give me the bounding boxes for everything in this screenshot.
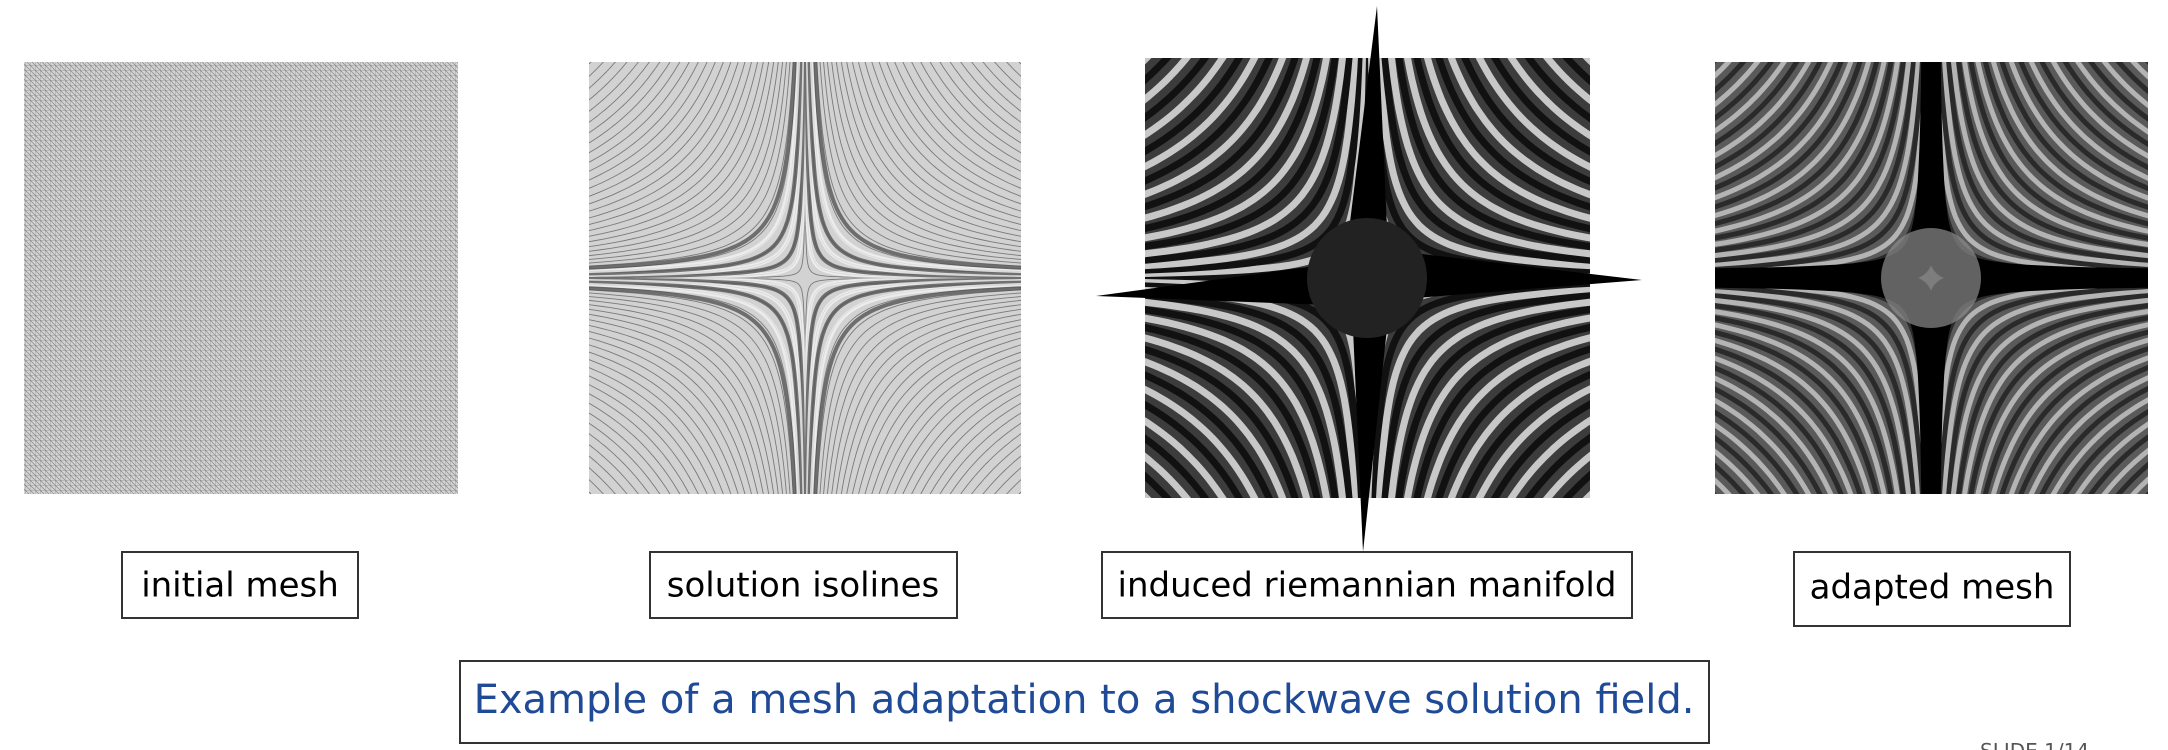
decoration [1715, 62, 2148, 494]
decoration [589, 62, 1021, 494]
decoration [1715, 62, 2148, 494]
caption: Example of a mesh adaptation to a shockw… [474, 677, 1695, 723]
decoration [589, 62, 1021, 494]
decoration [1715, 62, 2148, 494]
decoration [1145, 58, 1590, 498]
decoration [589, 62, 1021, 494]
decoration [1715, 62, 2148, 494]
decoration [1145, 58, 1590, 498]
decoration [589, 62, 1021, 494]
decoration [1715, 62, 2148, 494]
decoration [589, 62, 1021, 494]
decoration [1145, 58, 1590, 498]
decoration [589, 62, 1021, 494]
decoration [1145, 58, 1590, 498]
panel-label: adapted mesh [1810, 568, 2055, 608]
decoration [589, 62, 1021, 494]
decoration [589, 62, 1021, 494]
decoration [589, 62, 1021, 494]
decoration [589, 62, 1021, 494]
decoration [1715, 62, 2148, 494]
decoration [1145, 58, 1590, 498]
decoration [589, 62, 1021, 494]
caption-box [459, 660, 1710, 744]
decoration [589, 62, 1021, 494]
decoration [1145, 58, 1590, 498]
panel-label: induced riemannian manifold [1118, 566, 1617, 606]
decoration [589, 62, 1021, 494]
decoration [589, 62, 1021, 494]
decoration [589, 62, 1021, 494]
decoration [1715, 62, 2148, 494]
decoration [589, 62, 1021, 494]
decoration [1715, 62, 2148, 494]
decoration [589, 62, 1021, 494]
decoration [589, 62, 1021, 494]
decoration [589, 62, 1021, 494]
decoration [1715, 62, 2148, 494]
decoration [1715, 62, 2148, 494]
label-box [1793, 551, 2071, 627]
decoration [589, 62, 1021, 494]
decoration [589, 62, 1021, 494]
decoration [1145, 58, 1590, 498]
decoration [1715, 62, 2148, 494]
slide-number: SLIDE 1/14 [1980, 739, 2089, 750]
decoration [1715, 62, 2148, 494]
decoration [589, 62, 1021, 494]
decoration [1145, 58, 1590, 498]
decoration [1715, 62, 2148, 494]
label-box [121, 551, 359, 619]
decoration [589, 62, 1021, 494]
manifold-image [1096, 6, 1642, 552]
decoration [1145, 58, 1590, 498]
decoration [1715, 62, 2148, 494]
decoration [1715, 62, 2148, 494]
decoration [589, 62, 1021, 494]
decoration [1881, 228, 1981, 328]
decoration [1145, 58, 1590, 498]
panel-label: solution isolines [667, 566, 939, 606]
decoration [589, 62, 1021, 494]
decoration [589, 62, 1021, 494]
decoration [1145, 58, 1590, 498]
decoration [1715, 62, 2148, 494]
decoration [1145, 58, 1590, 498]
panel-label: initial mesh [141, 566, 339, 606]
decoration [1145, 58, 1590, 498]
decoration [1715, 62, 2148, 494]
decoration [589, 62, 1021, 494]
decoration [589, 62, 1021, 494]
label-box [1101, 551, 1633, 619]
decoration [589, 62, 1021, 494]
decoration [589, 62, 1021, 494]
decoration [589, 62, 1021, 494]
decoration [1715, 62, 2148, 494]
decoration [589, 62, 1021, 494]
decoration [1715, 62, 2148, 494]
decoration [1715, 62, 2148, 494]
decoration [1715, 62, 2148, 494]
decoration [589, 62, 1021, 494]
decoration [1145, 58, 1590, 498]
initial-mesh-image [24, 62, 458, 494]
decoration [1715, 62, 2148, 494]
decoration [589, 62, 1021, 494]
decoration [589, 62, 1021, 494]
decoration [1307, 218, 1427, 338]
label-box [649, 551, 958, 619]
isolines-image [589, 62, 1021, 494]
decoration [1145, 58, 1590, 498]
decoration [1715, 62, 2148, 494]
adapted-mesh-image [1715, 62, 2148, 494]
decoration [1715, 62, 2148, 494]
decoration [589, 62, 1021, 494]
decoration [1145, 58, 1590, 498]
